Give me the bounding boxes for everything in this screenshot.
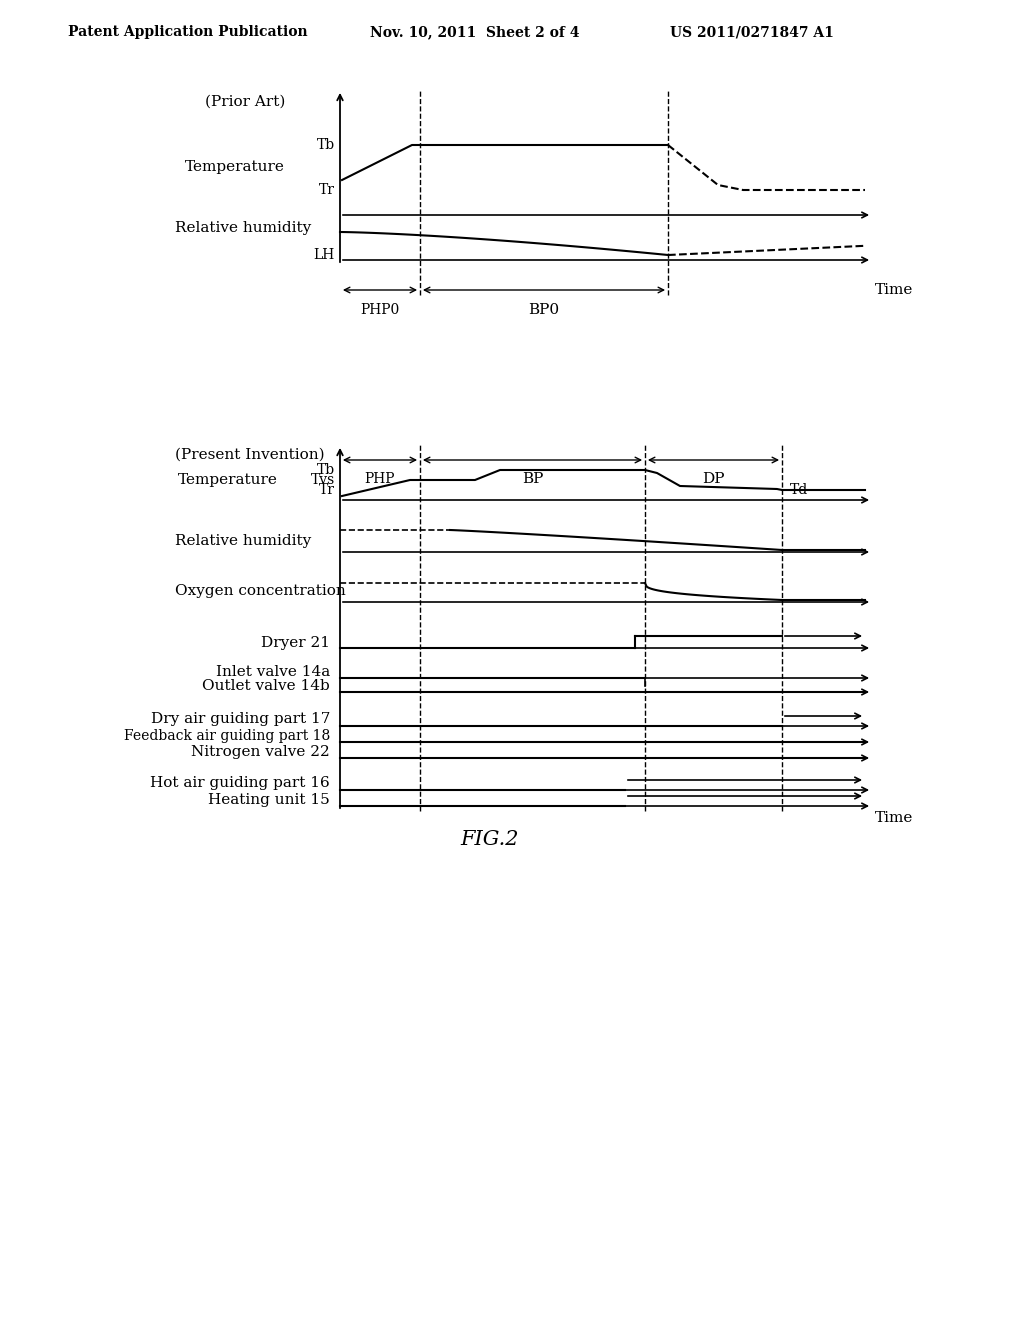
Text: Nitrogen valve 22: Nitrogen valve 22: [191, 744, 330, 759]
Text: PHP: PHP: [365, 473, 395, 486]
Text: Patent Application Publication: Patent Application Publication: [68, 25, 307, 40]
Text: Temperature: Temperature: [178, 473, 278, 487]
Text: Temperature: Temperature: [185, 161, 285, 174]
Text: Tb: Tb: [316, 139, 335, 152]
Text: FIG.2: FIG.2: [461, 830, 519, 849]
Text: (Prior Art): (Prior Art): [205, 95, 286, 110]
Text: Tr: Tr: [319, 183, 335, 197]
Text: (Present Invention): (Present Invention): [175, 447, 325, 462]
Text: LH: LH: [313, 248, 335, 261]
Text: PHP0: PHP0: [360, 304, 399, 317]
Text: Feedback air guiding part 18: Feedback air guiding part 18: [124, 729, 330, 743]
Text: Tr: Tr: [319, 483, 335, 498]
Text: Td: Td: [790, 483, 808, 498]
Text: US 2011/0271847 A1: US 2011/0271847 A1: [670, 25, 834, 40]
Text: Time: Time: [874, 810, 913, 825]
Text: Nov. 10, 2011  Sheet 2 of 4: Nov. 10, 2011 Sheet 2 of 4: [370, 25, 580, 40]
Text: Inlet valve 14a: Inlet valve 14a: [216, 665, 330, 678]
Text: Dryer 21: Dryer 21: [261, 636, 330, 649]
Text: DP: DP: [702, 473, 725, 486]
Text: Relative humidity: Relative humidity: [175, 535, 311, 548]
Text: Tb: Tb: [316, 463, 335, 477]
Text: Oxygen concentration: Oxygen concentration: [175, 583, 346, 598]
Text: BP0: BP0: [528, 304, 559, 317]
Text: Tvs: Tvs: [310, 473, 335, 487]
Text: Relative humidity: Relative humidity: [175, 220, 311, 235]
Text: Time: Time: [874, 282, 913, 297]
Text: Hot air guiding part 16: Hot air guiding part 16: [151, 776, 330, 789]
Text: BP: BP: [522, 473, 543, 486]
Text: Outlet valve 14b: Outlet valve 14b: [203, 678, 330, 693]
Text: Dry air guiding part 17: Dry air guiding part 17: [151, 711, 330, 726]
Text: Heating unit 15: Heating unit 15: [208, 793, 330, 807]
